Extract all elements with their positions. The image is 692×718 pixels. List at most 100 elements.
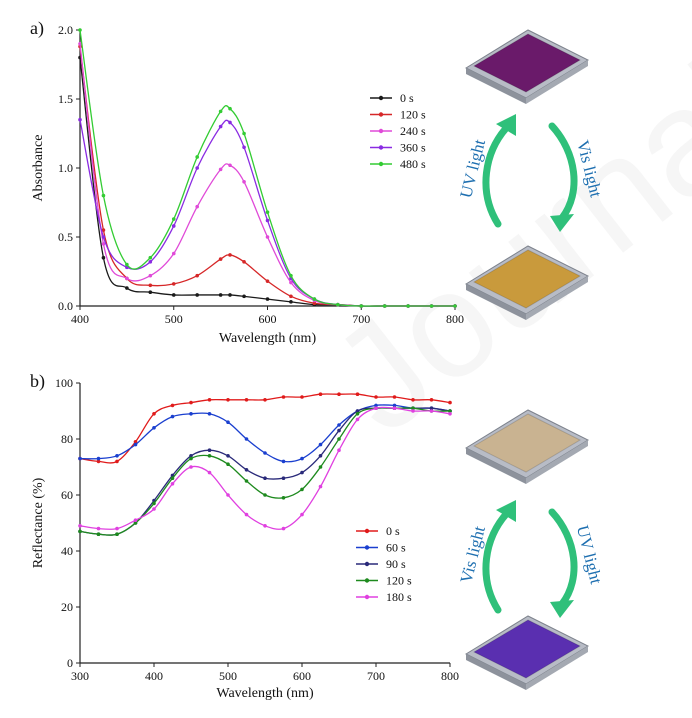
series-line-1 [79,46,455,307]
data-point [171,251,176,256]
data-point [152,412,156,416]
data-point [312,301,317,306]
x-tick-label: 400 [145,669,163,683]
data-point [392,406,397,411]
data-point [318,442,323,447]
data-point [218,257,223,261]
x-axis-label: Wavelength (nm) [216,686,314,701]
data-point [242,260,246,264]
data-point [289,273,293,278]
data-point [228,106,232,111]
panel-letter: b) [30,371,45,392]
sample-film-beige [464,409,590,484]
data-point [300,456,304,461]
data-point [171,282,176,286]
data-point [171,293,176,297]
data-point [337,423,341,427]
curved-arrow-up [482,122,512,228]
data-point [263,476,267,481]
arrow-head-up [496,500,516,522]
data-point [78,456,82,461]
y-tick-label: 80 [61,432,73,446]
data-point [263,451,267,455]
legend-label: 180 s [386,590,412,604]
data-point [195,166,199,170]
legend-marker [378,145,384,150]
data-point [148,260,153,264]
x-tick-label: 300 [71,669,89,683]
legend-marker [378,161,384,167]
data-point [429,406,434,411]
data-point [195,155,199,159]
arrow-head-down [550,600,574,618]
data-point [281,526,286,531]
data-point [411,398,415,402]
y-tick-label: 0 [67,656,73,670]
data-point [207,398,212,402]
data-point [125,276,129,281]
y-tick-label: 1.0 [58,161,73,175]
data-point [300,487,304,492]
x-tick-label: 600 [293,669,311,683]
data-point [189,400,193,405]
data-point [101,193,106,198]
data-point [289,294,293,299]
data-point [359,304,364,308]
data-point [374,403,378,408]
x-axis-label: Wavelength (nm) [219,331,317,346]
data-point [78,42,82,46]
legend-marker [378,128,384,134]
data-point [242,180,246,184]
y-tick-label: 2.0 [58,23,73,37]
chart-panel-a: a) 400 500 600 700 800 0.0 0.5 1.0 1.5 2.0 Waveleng… [30,18,464,346]
legend-label: 120 s [386,574,412,588]
data-point [170,476,175,481]
arrow-head-down [550,214,574,232]
substrate-edge [526,646,588,690]
chart-panel-b: b) 300 400 500 600 700 800 0 20 40 60 80 100 Waveleng… [30,371,459,701]
data-point [337,428,341,433]
data-point [207,448,212,453]
data-point [96,459,101,464]
data-point [218,167,223,172]
data-point [429,304,434,308]
curved-arrow-down [548,122,578,222]
series-line-4 [79,406,451,530]
y-tick-label: 100 [55,376,73,390]
x-tick-label: 400 [71,312,89,326]
series-line-2 [79,407,451,536]
data-point [189,412,193,416]
data-point [195,204,199,209]
data-point [244,398,249,402]
panel-letter: a) [30,18,44,39]
data-point [228,163,232,168]
data-point [207,454,212,458]
x-tick-label: 500 [165,312,183,326]
data-point [189,465,193,469]
data-point [96,532,101,536]
data-point [382,304,387,308]
x-tick-label: 600 [259,312,277,326]
y-tick-label: 40 [61,544,73,558]
data-point [429,409,434,413]
data-point [226,420,230,425]
data-point [207,470,212,475]
legend-label: 0 s [400,91,414,105]
x-tick-label: 800 [446,312,464,326]
data-point [337,392,341,397]
data-point [133,521,138,525]
legend-label: 480 s [400,157,426,171]
data-point [336,302,340,307]
data-point [152,426,156,430]
y-axis-label: Absorbance [31,135,46,202]
legend-label: 120 s [400,108,426,122]
data-point [148,290,153,295]
data-point [300,470,304,475]
data-point [263,398,267,402]
substrate-edge [466,68,526,104]
data-point [170,482,175,486]
data-point [171,217,176,221]
data-point [171,224,176,228]
data-point [195,293,199,297]
legend-label: 240 s [400,124,426,138]
